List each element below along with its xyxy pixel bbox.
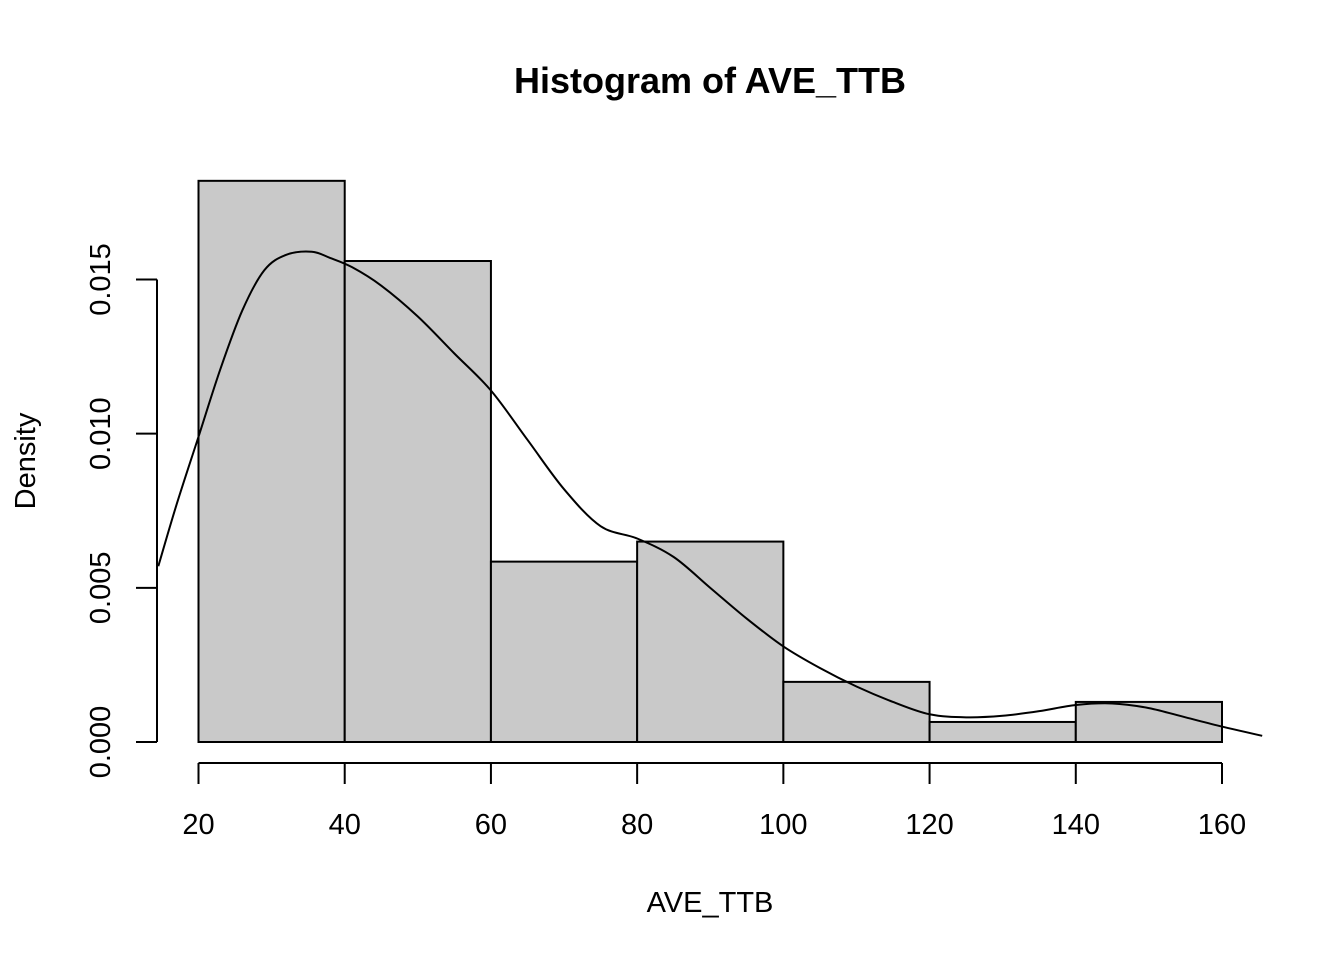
x-axis: 20 40 60 80 100 120 140 160 bbox=[182, 762, 1246, 841]
bar-4 bbox=[782, 680, 931, 743]
x-axis-label: AVE_TTB bbox=[647, 887, 774, 919]
bars-group bbox=[197, 179, 1224, 744]
bar-3 bbox=[636, 540, 785, 743]
chart-title: Histogram of AVE_TTB bbox=[514, 60, 906, 101]
y-axis-label: Density bbox=[10, 412, 42, 509]
x-tick-label-4: 100 bbox=[759, 809, 807, 841]
y-tick-label-3: 0.015 bbox=[85, 243, 117, 316]
bar-0 bbox=[197, 179, 346, 744]
y-tick-label-1: 0.005 bbox=[85, 552, 117, 625]
bar-2 bbox=[489, 560, 639, 743]
y-axis: 0.000 0.005 0.010 0.015 bbox=[85, 243, 158, 779]
x-tick-label-3: 80 bbox=[621, 809, 653, 841]
x-tick-label-1: 40 bbox=[329, 809, 361, 841]
bar-1 bbox=[343, 260, 492, 743]
density-curve bbox=[158, 250, 1263, 737]
bar-5 bbox=[928, 720, 1077, 743]
x-tick-label-2: 60 bbox=[475, 809, 507, 841]
y-tick-label-0: 0.000 bbox=[85, 706, 117, 779]
x-tick-label-5: 120 bbox=[905, 809, 953, 841]
x-tick-label-7: 160 bbox=[1198, 809, 1246, 841]
x-tick-label-0: 20 bbox=[182, 809, 214, 841]
x-tick-label-6: 140 bbox=[1052, 809, 1100, 841]
y-tick-label-2: 0.010 bbox=[85, 397, 117, 470]
